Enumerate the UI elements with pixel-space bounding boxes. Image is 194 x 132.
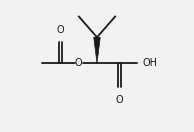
- Text: O: O: [75, 58, 82, 68]
- Polygon shape: [94, 37, 100, 63]
- Text: O: O: [57, 25, 64, 35]
- Text: OH: OH: [143, 58, 158, 68]
- Text: O: O: [115, 95, 123, 105]
